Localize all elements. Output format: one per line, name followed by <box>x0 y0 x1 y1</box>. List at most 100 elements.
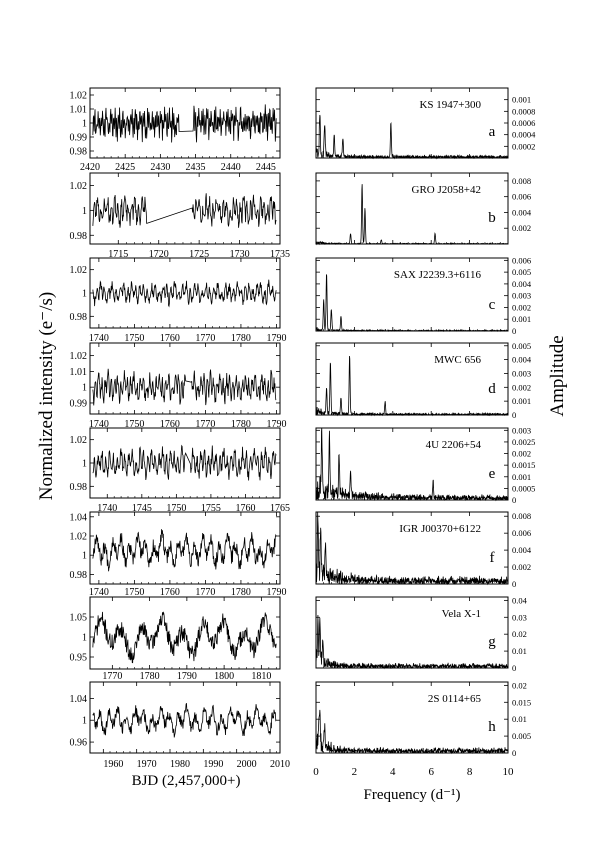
periodogram-a-y-tick-label: 0.0004 <box>512 130 536 140</box>
periodogram-h-x-tick-label: 10 <box>503 766 515 778</box>
light-curve-g-y-tick-label: 0.95 <box>70 653 88 664</box>
periodogram-g-y-tick-label: 0.03 <box>512 612 527 622</box>
light-curve-a-series-line <box>92 104 277 143</box>
periodogram-e-source-name: 4U 2206+54 <box>426 439 482 451</box>
periodogram-g-source-name: Vela X-1 <box>442 608 481 620</box>
periodogram-h-y-tick-label: 0.01 <box>512 714 527 724</box>
periodogram-c-series-line <box>315 274 509 333</box>
light-curve-h-x-tick-label: 2000 <box>237 759 257 770</box>
light-curve-b-x-tick-label: 1725 <box>189 249 209 260</box>
right-x-axis-label: Frequency (d⁻¹) <box>364 787 461 803</box>
periodogram-c-y-tick-label: 0.006 <box>512 255 531 265</box>
periodogram-d-source-name: MWC 656 <box>434 354 481 366</box>
periodogram-g-y-tick-label: 0.04 <box>512 595 528 605</box>
periodogram-b-y-tick-label: 0.004 <box>512 207 532 217</box>
light-curve-e-x-tick-label: 1760 <box>235 503 255 514</box>
light-curve-e-y-tick-label: 0.98 <box>70 482 88 493</box>
light-curve-h-x-tick-label: 1990 <box>203 759 223 770</box>
light-curve-a-x-tick-label: 2430 <box>150 162 170 173</box>
light-curve-f-x-tick-label: 1760 <box>160 587 180 598</box>
light-curve-d-x-tick-label: 1790 <box>266 419 286 430</box>
periodogram-f-y-tick-label: 0 <box>512 579 516 589</box>
periodogram-d-frame <box>315 342 509 416</box>
periodogram-f-y-tick-label: 0.002 <box>512 562 531 572</box>
periodogram-e-y-tick-label: 0.0025 <box>512 437 535 447</box>
periodogram-a-y-tick-label: 0.0006 <box>512 118 535 128</box>
light-curve-g-y-tick-label: 1 <box>82 633 87 644</box>
periodogram-e-y-tick-label: 0.002 <box>512 449 531 459</box>
light-curve-a-x-tick-label: 2435 <box>186 162 206 173</box>
light-curve-f-x-tick-label: 1780 <box>231 587 251 598</box>
periodogram-h-frame <box>315 681 509 754</box>
periodogram-b-panel-letter: b <box>488 210 496 226</box>
light-curve-b-x-tick-label: 1720 <box>149 249 169 260</box>
periodogram-a-y-tick-label: 0.0002 <box>512 141 535 151</box>
light-curve-h-y-tick-label: 0.96 <box>70 738 88 749</box>
light-curve-c-x-tick-label: 1770 <box>195 333 215 344</box>
light-curve-e-x-tick-label: 1745 <box>132 503 152 514</box>
periodogram-d-y-tick-label: 0.001 <box>512 396 531 406</box>
light-curve-g-x-tick-label: 1800 <box>214 671 234 682</box>
light-curve-c-y-tick-label: 0.98 <box>70 312 88 323</box>
periodogram-c-y-tick-label: 0.003 <box>512 291 531 301</box>
light-curve-c-x-tick-label: 1780 <box>231 333 251 344</box>
light-curve-a-y-tick-label: 0.99 <box>70 133 88 144</box>
light-curve-b-x-tick-label: 1735 <box>270 249 290 260</box>
light-curve-e-y-tick-label: 1.02 <box>70 435 88 446</box>
periodogram-h-x-tick-label: 2 <box>352 766 358 778</box>
periodogram-a-series-line <box>315 114 509 160</box>
periodogram-a-y-tick-label: 0.0008 <box>512 106 535 116</box>
periodogram-a-y-tick-label: 0.001 <box>512 95 531 105</box>
light-curve-c-y-tick-label: 1.02 <box>70 265 88 276</box>
periodogram-b-y-tick-label: 0.002 <box>512 223 531 233</box>
light-curve-d-y-tick-label: 1 <box>82 383 87 394</box>
light-curve-a-x-tick-label: 2425 <box>115 162 135 173</box>
periodogram-d-series-line <box>315 356 509 417</box>
light-curve-f-y-tick-label: 0.98 <box>70 570 88 581</box>
light-curve-h-series-line <box>92 703 277 738</box>
light-curve-g-x-tick-label: 1790 <box>177 671 197 682</box>
light-curve-c-x-tick-label: 1740 <box>89 333 109 344</box>
light-curve-c-x-tick-label: 1750 <box>124 333 144 344</box>
periodogram-e-series-line <box>315 427 509 502</box>
light-curve-g-x-tick-label: 1770 <box>102 671 122 682</box>
light-curve-h-frame <box>89 681 281 754</box>
periodogram-c-source-name: SAX J2239.3+6116 <box>394 269 482 281</box>
periodogram-c-panel-letter: c <box>489 297 496 313</box>
light-curve-f-y-tick-label: 1 <box>82 551 87 562</box>
light-curve-e-x-tick-label: 1750 <box>166 503 186 514</box>
light-curve-d-x-tick-label: 1770 <box>195 419 215 430</box>
light-curve-e-y-tick-label: 1 <box>82 459 87 470</box>
periodogram-d-y-tick-label: 0.005 <box>512 341 531 351</box>
light-curve-h-x-tick-label: 1970 <box>137 759 157 770</box>
periodogram-g-series-line <box>315 614 509 670</box>
periodogram-c-y-tick-label: 0.004 <box>512 279 532 289</box>
light-curve-h-x-tick-label: 1960 <box>103 759 123 770</box>
light-curve-f-x-tick-label: 1790 <box>266 587 286 598</box>
periodogram-f-panel-letter: f <box>490 550 495 566</box>
light-curve-b-series-line <box>92 193 277 228</box>
periodogram-d-y-tick-label: 0 <box>512 410 516 420</box>
right-y-axis-label: Amplitude <box>547 335 568 416</box>
light-curve-d-x-tick-label: 1760 <box>160 419 180 430</box>
periodogram-a-source-name: KS 1947+300 <box>419 99 481 111</box>
light-curve-f-x-tick-label: 1740 <box>89 587 109 598</box>
light-curve-f-series-line <box>92 529 277 572</box>
periodogram-h-source-name: 2S 0114+65 <box>428 693 482 705</box>
periodogram-h-y-tick-label: 0 <box>512 748 516 758</box>
light-curve-d-series-line <box>92 368 277 406</box>
light-curve-b-y-tick-label: 0.98 <box>70 231 88 242</box>
light-curve-h-y-tick-label: 1.04 <box>70 694 88 705</box>
light-curve-g-x-tick-label: 1780 <box>140 671 160 682</box>
left-x-axis-label: BJD (2,457,000+) <box>132 773 241 789</box>
light-curve-a-x-tick-label: 2420 <box>80 162 100 173</box>
light-curve-b-x-tick-label: 1715 <box>108 249 128 260</box>
light-curve-g-y-tick-label: 1.05 <box>70 613 88 624</box>
periodogram-b-series-line <box>315 184 509 246</box>
light-curve-h-y-tick-label: 1 <box>82 716 87 727</box>
light-curve-f-frame <box>89 511 281 585</box>
light-curve-e-x-tick-label: 1765 <box>270 503 290 514</box>
periodogram-f-source-name: IGR J00370+6122 <box>399 523 481 535</box>
